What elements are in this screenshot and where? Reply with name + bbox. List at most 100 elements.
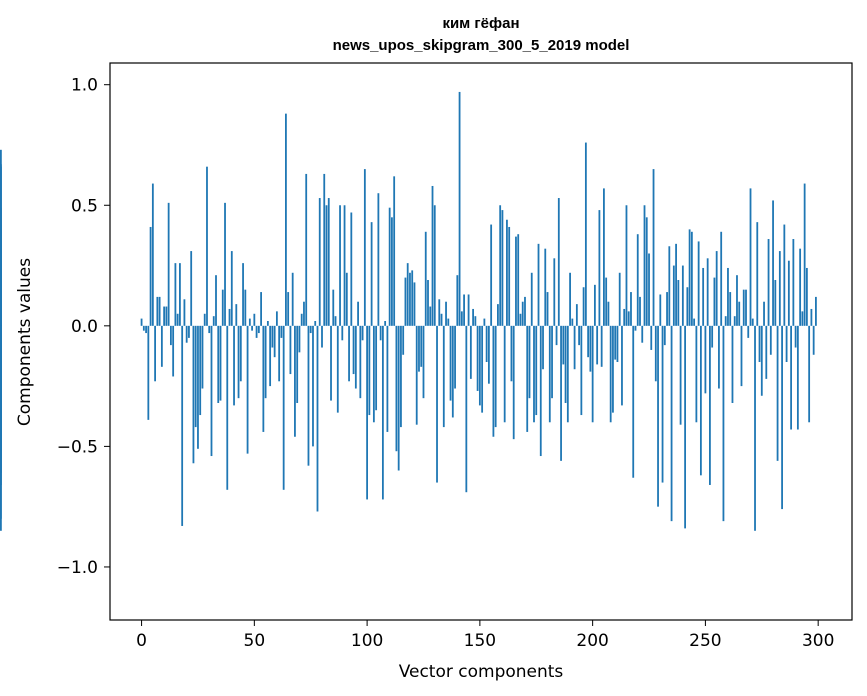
bar-114: [397, 325, 400, 471]
bar-160: [501, 210, 504, 326]
bar-185: [557, 198, 560, 326]
bar-165: [512, 325, 515, 440]
bar-193: [575, 304, 578, 326]
bar-292: [799, 248, 802, 326]
bar-125: [422, 325, 425, 399]
bar-69: [296, 325, 299, 403]
bar-51: [255, 325, 258, 338]
bar-227: [652, 169, 655, 326]
bar-62: [280, 325, 283, 338]
bar-77: [314, 321, 317, 326]
bar-178: [542, 325, 544, 370]
bar-170: [524, 296, 526, 326]
bar-156: [492, 325, 495, 437]
bar-255: [715, 251, 718, 326]
bar-206: [605, 277, 608, 326]
bar-34: [217, 325, 220, 403]
bar-31: [210, 325, 213, 457]
bar-251: [706, 258, 709, 326]
bar-256: [718, 325, 720, 389]
bar-169: [521, 301, 524, 326]
bar-136: [447, 318, 450, 326]
bar-151: [481, 325, 484, 413]
bar-203: [598, 210, 601, 326]
bar-213: [621, 325, 623, 406]
bar-299: [815, 296, 817, 326]
bar-74: [307, 325, 310, 466]
bar-282: [776, 325, 779, 461]
bar-260: [727, 267, 729, 326]
bar-188: [564, 325, 567, 403]
bar-54: [262, 325, 265, 432]
bar-140: [456, 275, 459, 326]
bar-229: [657, 325, 659, 507]
x-tick-label: 250: [689, 631, 721, 651]
bar-89: [341, 325, 344, 341]
bar-262: [731, 325, 734, 403]
x-tick-label: 100: [351, 631, 383, 651]
bar-134: [442, 325, 445, 428]
bar-116: [402, 325, 405, 355]
bar-241: [684, 325, 686, 529]
bar-100: [366, 325, 368, 500]
bar-270: [749, 188, 752, 326]
bar-8: [158, 296, 161, 326]
bar-250: [704, 325, 707, 394]
bar-49: [251, 325, 253, 331]
bar-246: [695, 325, 698, 423]
bar-225: [648, 253, 650, 326]
bar-236: [672, 265, 675, 326]
bar-198: [587, 325, 590, 358]
bar-212: [618, 272, 621, 326]
bar-179: [544, 248, 547, 326]
bar-131: [436, 325, 438, 483]
bar-271: [751, 318, 754, 326]
bar-128: [429, 306, 432, 326]
bar-167: [517, 234, 520, 326]
bar-78: [316, 325, 319, 512]
bar-272: [754, 325, 756, 531]
bar-24: [194, 325, 197, 428]
bar-218: [632, 325, 635, 478]
bar-40: [230, 251, 233, 326]
bar-23: [192, 325, 195, 464]
bar-106: [379, 325, 382, 341]
bar-163: [508, 226, 511, 326]
bar-223: [643, 205, 646, 326]
bar-277: [765, 325, 768, 379]
bar-93: [350, 212, 353, 326]
bar-268: [745, 289, 747, 326]
bar-75: [309, 325, 312, 334]
bar-26: [199, 325, 202, 416]
bar-95: [354, 325, 357, 389]
bar-17: [179, 263, 181, 326]
bar-135: [445, 301, 447, 326]
bar-undefined: [0, 246, 2, 326]
bar-series: [0, 91, 817, 531]
bar-81: [323, 173, 326, 326]
bar-130: [433, 205, 436, 326]
x-axis-label: Vector components: [399, 662, 564, 682]
bar-297: [810, 308, 813, 326]
bar-182: [551, 325, 553, 399]
bar-289: [792, 239, 795, 326]
bar-189: [566, 325, 569, 423]
bar-162: [506, 219, 508, 326]
bar-195: [580, 325, 583, 416]
bar-197: [584, 142, 587, 326]
bar-238: [677, 280, 680, 326]
bar-266: [740, 325, 743, 387]
bar-261: [729, 292, 732, 326]
y-tick-label: 0.0: [71, 317, 98, 337]
bar-7: [156, 296, 159, 326]
bar-90: [343, 205, 346, 326]
bar-240: [681, 265, 684, 326]
bar-226: [650, 325, 653, 350]
bar-217: [630, 292, 632, 326]
bar-154: [487, 325, 490, 384]
bar-47: [246, 325, 249, 454]
y-axis: −1.0 −0.5 0.0 0.5 1.0: [57, 76, 110, 578]
bar-280: [772, 200, 774, 326]
bar-112: [393, 176, 396, 326]
y-axis-label: Components values: [15, 258, 35, 426]
